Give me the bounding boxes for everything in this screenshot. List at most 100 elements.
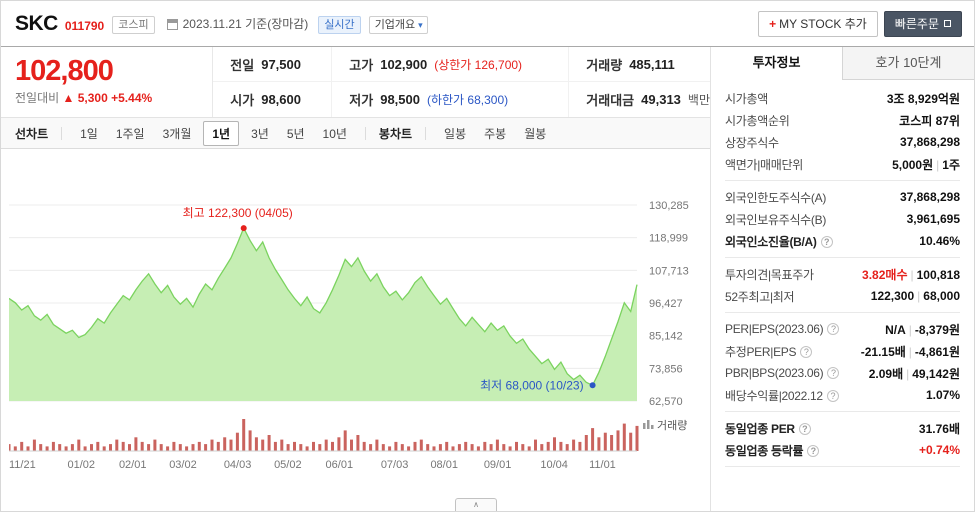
period-tab-1일[interactable]: 1일 — [80, 126, 98, 141]
current-price-block: 102,800 전일대비 ▲ 5,300 +5.44% — [1, 47, 212, 117]
candle-tab-일봉[interactable]: 일봉 — [444, 126, 467, 141]
info-row: 동일업종 등락률? +0.74% — [725, 439, 960, 461]
company-overview-dropdown[interactable]: 기업개요 ▾ — [368, 15, 428, 34]
info-label: 투자의견|목표주가 — [725, 267, 814, 282]
volume-bar — [337, 437, 341, 451]
info-value: 37,868,298 — [900, 135, 960, 149]
candle-tab-월봉[interactable]: 월봉 — [524, 126, 547, 141]
period-tab-3개월[interactable]: 3개월 — [162, 126, 192, 141]
help-icon[interactable]: ? — [826, 389, 839, 402]
quote-date-info: 2023.11.21 기준(장마감) — [182, 17, 309, 31]
volume-bar — [299, 444, 303, 451]
volume-cell: 거래량 485,111 — [568, 47, 710, 82]
info-row: 액면가|매매단위 5,000원 | 1주 — [725, 153, 960, 175]
volume-bar — [235, 432, 239, 451]
info-label: 배당수익률|2022.12? — [725, 387, 839, 404]
x-axis-label: 10/04 — [540, 459, 568, 471]
value-part: 3조 8,929억원 — [886, 91, 960, 106]
add-my-stock-label: MY STOCK 추가 — [779, 17, 867, 31]
stock-code: 011790 — [64, 18, 105, 33]
price-change-line: 전일대비 ▲ 5,300 +5.44% — [15, 89, 212, 106]
info-label: PBR|BPS(2023.06)? — [725, 366, 840, 380]
y-axis-label: 130,285 — [649, 200, 689, 212]
quote-summary-table: 전일 97,500 고가 102,900 (상한가 126,700) 거래량 4… — [212, 47, 710, 117]
help-icon[interactable]: ? — [827, 367, 840, 379]
company-overview-label: 기업개요 — [374, 18, 416, 31]
realtime-button[interactable]: 실시간 — [318, 15, 361, 34]
help-icon[interactable]: ? — [807, 444, 820, 457]
value-part: -21.15배 — [860, 344, 906, 359]
chart-period-tabbar: 선차트 1일 1주일 3개월 1년 3년 5년 10년 봉차트 일봉 주봉 월봉 — [1, 118, 710, 149]
volume-bar — [553, 437, 556, 451]
value-part: 122,300 — [870, 289, 915, 303]
help-icon[interactable]: ? — [800, 345, 813, 358]
volume-bar — [32, 439, 36, 451]
volume-bar — [70, 444, 74, 451]
x-axis-label: 05/02 — [274, 459, 302, 471]
volume-bar — [350, 439, 353, 451]
tab-order-book-10[interactable]: 호가 10단계 — [842, 47, 974, 79]
quick-order-button[interactable]: 빠른주문 — [883, 10, 962, 37]
x-axis-label: 11/21 — [9, 459, 36, 471]
info-label: 추정PER|EPS? — [725, 343, 813, 360]
help-icon[interactable]: ? — [820, 235, 833, 248]
value-separator: | — [908, 322, 912, 337]
volume-bar — [515, 441, 518, 451]
value-part: 68,000 — [923, 289, 960, 303]
add-my-stock-button[interactable]: + MY STOCK 추가 — [758, 10, 878, 37]
info-label: 시가총액 — [725, 91, 768, 106]
volume-bar — [9, 444, 11, 451]
value-part: 37,868,298 — [899, 190, 960, 204]
value-part: 49,142원 — [912, 366, 960, 381]
volume-bar — [267, 435, 271, 451]
volume-bar — [394, 441, 398, 451]
info-row: 동일업종 PER? 31.76배 — [725, 417, 960, 439]
info-row: 배당수익률|2022.12? 1.07% — [725, 384, 960, 406]
info-value: N/A | -8,379원 — [885, 321, 960, 338]
period-tab-1주일[interactable]: 1주일 — [115, 126, 145, 141]
y-axis-label: 62,570 — [649, 396, 683, 407]
divider — [364, 126, 366, 140]
volume-label: 거래량 — [586, 57, 623, 73]
current-price: 102,800 — [15, 55, 114, 87]
trade-value-value: 49,313 — [641, 92, 681, 107]
volume-bar — [20, 441, 24, 451]
volume-bar — [39, 444, 43, 451]
tab-investment-info[interactable]: 투자정보 — [711, 47, 842, 80]
price-area-chart: 130,285 118,999 107,713 96,427 85,142 73,856 6… — [9, 200, 689, 407]
volume-bar — [508, 446, 512, 451]
volume-bar — [540, 444, 544, 451]
value-part: -8,379원 — [914, 322, 960, 337]
divider — [61, 126, 63, 140]
volume-bar — [134, 437, 138, 451]
volume-bar — [597, 437, 601, 451]
volume-bar — [451, 446, 455, 451]
value-part: 100,818 — [916, 267, 960, 282]
volume-bar — [527, 446, 531, 451]
volume-value: 485,111 — [629, 56, 675, 72]
volume-bar — [128, 444, 131, 451]
period-tab-10년[interactable]: 10년 — [322, 126, 347, 141]
help-icon[interactable]: ? — [827, 323, 840, 335]
help-icon[interactable]: ? — [798, 422, 811, 435]
period-tab-3년[interactable]: 3년 — [251, 126, 269, 141]
volume-bar — [502, 444, 506, 451]
plus-icon: + — [769, 17, 777, 31]
period-tab-1년[interactable]: 1년 — [203, 120, 240, 146]
y-axis-label: 96,427 — [649, 298, 683, 310]
chart-panel: 102,800 전일대비 ▲ 5,300 +5.44% 전일 97,500 고가 — [1, 47, 711, 511]
volume-bar — [629, 432, 633, 451]
volume-bar — [400, 444, 404, 451]
candle-tab-주봉[interactable]: 주봉 — [484, 126, 507, 141]
volume-bar — [445, 441, 449, 451]
trade-value-unit: 백만 — [687, 93, 710, 107]
volume-bar — [96, 441, 100, 451]
volume-bar — [578, 441, 582, 451]
volume-bar — [51, 441, 55, 451]
volume-bar — [388, 446, 392, 451]
period-tab-5년[interactable]: 5년 — [286, 126, 305, 141]
volume-bar — [293, 441, 296, 451]
info-row: 외국인한도주식수(A) 37,868,298 — [725, 186, 960, 208]
day-low-cell: 저가 98,500 (하한가 68,300) — [331, 82, 568, 117]
collapse-chart-button[interactable]: ∧ — [455, 498, 497, 511]
